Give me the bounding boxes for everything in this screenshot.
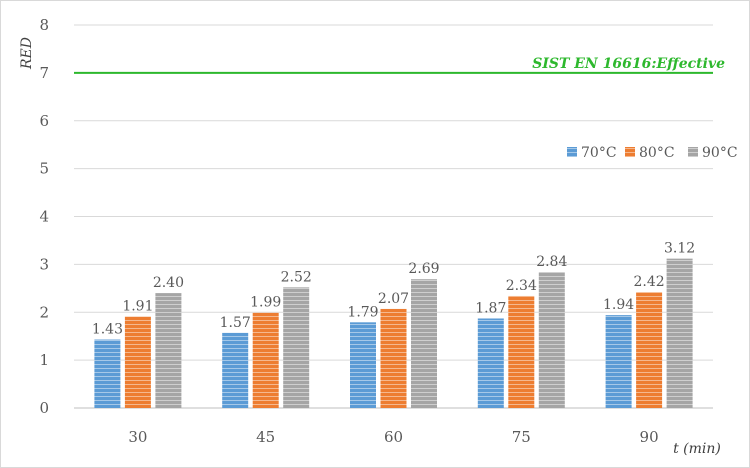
y-tick-label: 3 (39, 255, 49, 273)
bar-90C-75 (538, 272, 565, 408)
data-label: 1.94 (603, 297, 634, 313)
legend-swatch (625, 147, 635, 157)
y-tick-label: 8 (39, 16, 49, 34)
y-tick-label: 0 (39, 399, 49, 417)
bar-90C-45 (283, 287, 310, 408)
x-tick-label: 45 (256, 428, 275, 446)
bar-80C-60 (380, 308, 407, 408)
data-label: 1.43 (92, 322, 123, 338)
data-label: 2.52 (281, 269, 312, 285)
x-tick-label: 60 (384, 428, 403, 446)
bar-90C-90 (666, 258, 693, 408)
legend-swatch (567, 147, 577, 157)
reference-line-label: SIST EN 16616:Effective (532, 56, 725, 72)
data-label: 2.07 (378, 291, 409, 307)
data-label: 1.57 (220, 315, 251, 331)
bar-80C-30 (124, 316, 151, 408)
bar-80C-45 (252, 312, 279, 408)
data-label: 1.91 (122, 299, 153, 315)
legend-label: 70°C (581, 145, 617, 161)
x-tick-label: 30 (128, 428, 147, 446)
y-tick-label: 5 (39, 160, 49, 178)
y-tick-label: 2 (39, 303, 49, 321)
y-axis-title: RED (19, 37, 35, 70)
bar-70C-90 (605, 315, 632, 408)
bars (94, 258, 693, 408)
data-label: 1.99 (250, 295, 281, 311)
legend-label: 80°C (639, 145, 675, 161)
legend-label: 90°C (702, 145, 738, 161)
data-label: 1.79 (347, 304, 378, 320)
legend: 70°C 80°C 90°C (567, 145, 738, 161)
y-tick-label: 1 (39, 351, 49, 369)
data-label: 2.42 (634, 274, 665, 290)
bar-70C-75 (477, 318, 504, 408)
y-tick-label: 7 (39, 64, 49, 82)
bar-70C-45 (222, 332, 249, 408)
y-axis-ticks: 0 1 2 3 4 5 6 7 8 (39, 16, 49, 417)
data-label: 2.34 (506, 278, 537, 294)
data-label: 1.87 (475, 300, 506, 316)
x-axis-ticks: 30 45 60 75 90 (128, 428, 658, 446)
y-tick-label: 6 (39, 112, 49, 130)
bar-80C-90 (636, 292, 663, 408)
x-axis-title: t (min) (673, 441, 721, 457)
legend-swatch (688, 147, 698, 157)
x-tick-label: 75 (512, 428, 531, 446)
data-label: 2.84 (536, 254, 567, 270)
bar-70C-60 (350, 322, 376, 408)
bar-90C-60 (411, 279, 437, 408)
x-tick-label: 90 (640, 428, 659, 446)
data-label: 2.69 (408, 261, 439, 277)
data-label: 3.12 (664, 241, 695, 257)
bar-80C-75 (508, 295, 535, 408)
data-labels: 1.43 1.912.40 1.57 1.992.52 1.792.07 2.69 1.87… (92, 241, 695, 338)
data-label: 2.40 (153, 275, 184, 291)
y-tick-label: 4 (39, 208, 49, 226)
bar-90C-30 (155, 293, 182, 408)
bar-70C-30 (94, 339, 121, 408)
